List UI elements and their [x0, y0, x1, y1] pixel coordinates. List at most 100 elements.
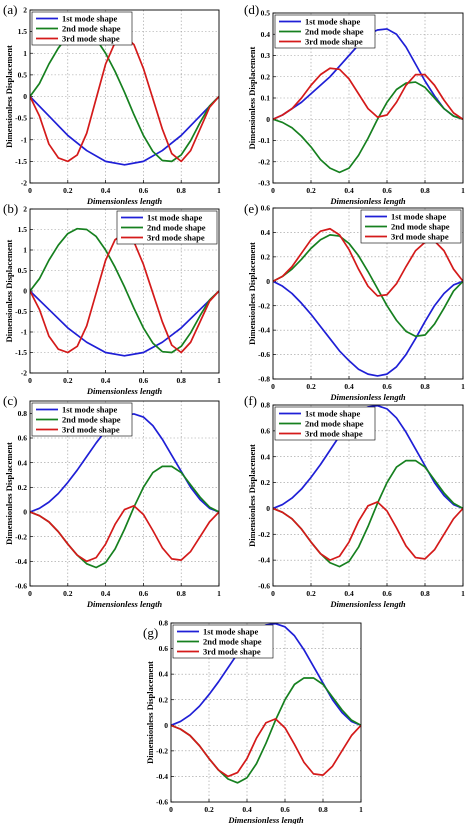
- legend-entry-3: 3rd mode shape: [62, 425, 120, 435]
- series-line-3: [30, 504, 219, 563]
- y-tick-label: 0.6: [18, 434, 28, 443]
- x-tick-label: 0.4: [101, 376, 111, 385]
- series-line-3: [273, 67, 463, 121]
- x-tick-label: 1: [359, 805, 363, 814]
- legend-entry-2: 2nd mode shape: [305, 27, 364, 37]
- x-tick-label: 0.8: [420, 382, 430, 391]
- panel-label: (c): [3, 393, 17, 408]
- y-axis-label: Dimensionless Displacement: [247, 444, 257, 547]
- y-tick-label: 0: [23, 508, 27, 517]
- legend-entry-2: 2nd mode shape: [305, 419, 364, 429]
- y-tick-label: -0.2: [258, 530, 270, 539]
- x-axis-label: Dimensionless length: [86, 599, 163, 609]
- y-tick-label: 0.2: [261, 72, 271, 81]
- x-tick-label: 0.6: [139, 186, 149, 195]
- series-line-2: [273, 81, 463, 174]
- legend-entry-3: 3rd mode shape: [305, 429, 363, 439]
- y-axis-label: Dimensionless Displacement: [247, 46, 257, 149]
- axes-frame: [272, 207, 464, 380]
- x-tick-label: 0.2: [306, 186, 316, 195]
- x-tick-label: 0.8: [420, 589, 430, 598]
- x-tick-label: 0.6: [382, 589, 392, 598]
- y-axis-label: Dimensionless Displacement: [4, 45, 14, 148]
- legend-entry-2: 2nd mode shape: [203, 637, 262, 647]
- x-tick-label: 0.2: [306, 382, 316, 391]
- y-tick-label: 0.3: [261, 51, 271, 60]
- y-tick-label: -1.5: [15, 157, 27, 166]
- y-tick-label: -0.5: [15, 114, 27, 123]
- y-tick-label: 0: [164, 721, 168, 730]
- series-line-1: [30, 95, 219, 166]
- legend-entry-1: 1st mode shape: [62, 14, 117, 24]
- y-tick-label: 0: [266, 504, 270, 513]
- x-tick-label: 0.6: [382, 382, 392, 391]
- y-tick-label: 0.5: [261, 9, 271, 18]
- y-tick-label: 0.4: [159, 670, 169, 679]
- chart-panel-5: (f) 0 0.2 0.4 0.6 0.8 1 -0.6 -0.4 -0.2 0 0.2 0.4 0.6 0…: [244, 393, 465, 609]
- x-tick-label: 1: [461, 382, 465, 391]
- x-tick-label: 0: [271, 589, 275, 598]
- x-tick-label: 0.6: [280, 805, 290, 814]
- x-tick-label: 1: [217, 376, 221, 385]
- x-tick-label: 0.8: [177, 376, 187, 385]
- y-tick-label: 0: [23, 92, 27, 101]
- y-tick-label: 0.2: [261, 478, 271, 487]
- y-tick-label: -0.6: [15, 582, 27, 591]
- y-tick-label: -0.4: [156, 772, 168, 781]
- panel-label: (e): [244, 201, 258, 216]
- x-axis-label: Dimensionless length: [86, 386, 163, 396]
- legend-entry-3: 3rd mode shape: [305, 37, 363, 47]
- x-tick-label: 0.2: [63, 589, 73, 598]
- y-tick-label: 2: [23, 6, 27, 15]
- y-tick-label: -1: [21, 135, 27, 144]
- legend-entry-2: 2nd mode shape: [62, 24, 121, 34]
- y-tick-label: -0.4: [258, 556, 270, 565]
- chart-panel-6: (g) 0 0.2 0.4 0.6 0.8 1 -0.6 -0.4 -0.2 0 0.2 0.4 0.6 0…: [143, 619, 363, 824]
- chart-panel-1: (b) 0 0.2 0.4 0.6 0.8 1 -2 -1.5 -1 -0.5 0 0.5 1 1.5 2 Di…: [3, 201, 221, 396]
- y-tick-label: -0.4: [258, 326, 270, 335]
- legend-entry-2: 2nd mode shape: [391, 222, 450, 232]
- y-tick-label: 0.1: [261, 94, 271, 103]
- y-tick-label: 0: [266, 115, 270, 124]
- x-tick-label: 1: [217, 589, 221, 598]
- chart-panel-4: (e) 0 0.2 0.4 0.6 0.8 1 -0.8 -0.6 -0.4 -0.2 0 0.2 0.4…: [244, 201, 465, 402]
- x-axis-label: Dimensionless length: [329, 196, 406, 206]
- legend-entry-3: 3rd mode shape: [391, 232, 449, 242]
- x-tick-label: 0: [169, 805, 173, 814]
- x-tick-label: 0: [28, 589, 32, 598]
- y-tick-label: -0.2: [156, 746, 168, 755]
- x-tick-label: 0.2: [63, 186, 73, 195]
- chart-panel-3: (d) 0 0.2 0.4 0.6 0.8 1 -0.3 -0.2 -0.1 0 0.1 0.2 0.3 0…: [244, 2, 465, 206]
- x-tick-label: 0: [271, 186, 275, 195]
- x-axis-label: Dimensionless length: [227, 815, 304, 824]
- legend-entry-3: 3rd mode shape: [203, 647, 261, 657]
- x-tick-label: 0.6: [139, 589, 149, 598]
- x-tick-label: 0.8: [177, 186, 187, 195]
- legend-entry-3: 3rd mode shape: [62, 34, 120, 44]
- y-tick-label: -0.8: [258, 375, 270, 384]
- x-tick-label: 0.8: [318, 805, 328, 814]
- x-tick-label: 0: [271, 382, 275, 391]
- x-tick-label: 0.4: [101, 186, 111, 195]
- y-tick-label: 0.5: [18, 70, 28, 79]
- y-tick-label: -1.5: [15, 348, 27, 357]
- y-axis-label: Dimensionless Displacement: [247, 242, 257, 345]
- x-tick-label: 1: [217, 186, 221, 195]
- x-tick-label: 0.6: [139, 376, 149, 385]
- legend-entry-1: 1st mode shape: [305, 17, 360, 27]
- axes-frame: [29, 9, 220, 184]
- y-axis-label: Dimensionless Displacement: [4, 239, 14, 342]
- y-tick-label: 0.4: [261, 228, 271, 237]
- legend-entry-2: 2nd mode shape: [147, 223, 206, 233]
- x-tick-label: 0.8: [177, 589, 187, 598]
- y-tick-label: 0.4: [261, 452, 271, 461]
- y-tick-label: 1.5: [18, 27, 28, 36]
- series-line-3: [273, 501, 463, 561]
- axes-frame: [29, 400, 220, 587]
- panel-label: (g): [143, 625, 158, 640]
